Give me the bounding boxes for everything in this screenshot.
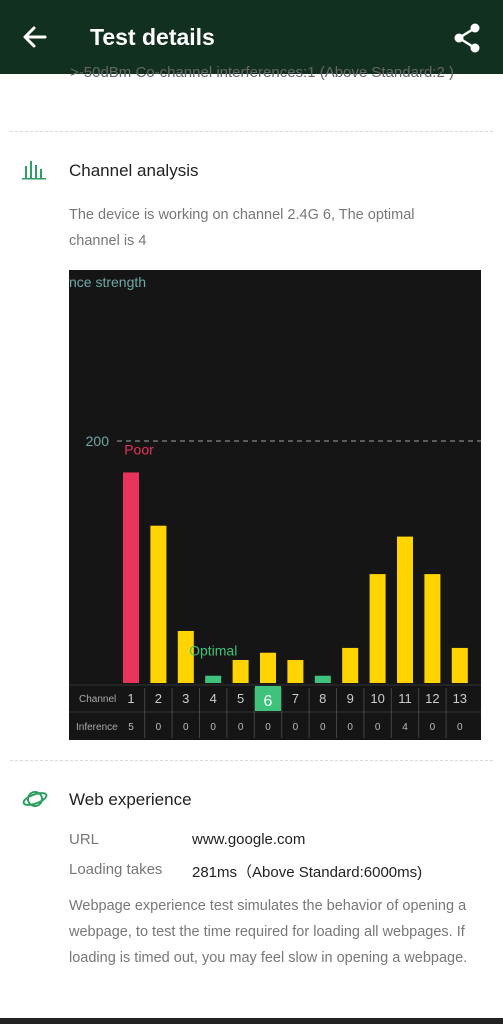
inference-value-13: 0 (457, 722, 463, 733)
channel-bar-9 (342, 647, 359, 683)
current-channel-highlight (255, 686, 281, 711)
channel-tick-3: 3 (182, 691, 189, 706)
channel-bar-5 (232, 660, 249, 683)
page-title: Test details (90, 24, 215, 50)
channel-bar-13 (451, 647, 468, 683)
planet-icon (22, 791, 48, 807)
channel-tick-12: 12 (425, 691, 439, 706)
channel-bar-11 (397, 536, 413, 683)
channel-tick-2: 2 (155, 691, 162, 706)
channel-tick-5: 5 (237, 691, 244, 706)
channel-tick-6: 6 (264, 693, 273, 710)
channel-tick-10: 10 (370, 691, 384, 706)
channel-bar-12 (424, 574, 441, 683)
channel-tick-7: 7 (292, 691, 299, 706)
channel-bar-4 (205, 675, 222, 683)
channel-bar-1 (123, 472, 139, 683)
bottom-edge (0, 1018, 503, 1024)
url-value: www.google.com (192, 831, 306, 848)
co-channel-interference-text: >-50dBm Co-channel interferences:1 (Abov… (70, 64, 454, 81)
web-experience-description: Webpage experience test simulates the be… (69, 898, 468, 966)
channel-tick-4: 4 (210, 691, 217, 706)
channel-tick-13: 13 (453, 691, 467, 706)
channel-bar-7 (287, 660, 304, 683)
inference-row-label: Inference (76, 722, 118, 733)
inference-value-2: 0 (156, 722, 162, 733)
app-bar: Test details (0, 0, 503, 74)
inference-value-1: 5 (128, 722, 134, 733)
poor-label: Poor (124, 441, 154, 457)
inference-value-12: 0 (430, 722, 436, 733)
channel-tick-1: 1 (127, 691, 134, 706)
inference-value-10: 0 (375, 722, 381, 733)
channel-bar-6 (260, 652, 276, 683)
channel-analysis-title: Channel analysis (69, 161, 199, 180)
channel-tick-11: 11 (398, 691, 412, 706)
channel-bar-10 (369, 574, 386, 683)
channel-tick-9: 9 (347, 691, 354, 706)
divider (10, 131, 493, 132)
channel-tick-8: 8 (319, 691, 326, 706)
share-icon[interactable] (452, 22, 482, 54)
inference-value-7: 0 (293, 722, 299, 733)
web-experience-title: Web experience (69, 790, 192, 809)
inference-value-3: 0 (183, 722, 189, 733)
loading-value: 281ms（Above Standard:6000ms) (192, 864, 423, 881)
inference-value-9: 0 (347, 722, 353, 733)
bar-chart-icon (22, 161, 46, 180)
divider (10, 760, 493, 761)
loading-label: Loading takes (69, 861, 163, 878)
channel-bar-2 (150, 525, 167, 683)
url-label: URL (69, 831, 100, 848)
channel-bar-8 (314, 675, 331, 683)
inference-value-4: 0 (210, 722, 216, 733)
inference-value-11: 4 (402, 722, 408, 733)
arrow-left-icon[interactable] (20, 22, 50, 52)
optimal-label: Optimal (189, 643, 237, 659)
inference-value-6: 0 (265, 722, 271, 733)
channel-chart-svg: nce strength200PoorOptimalChannelInferen… (69, 274, 481, 738)
y-axis-label: nce strength (69, 274, 146, 290)
channel-bar-3 (177, 630, 194, 683)
channel-row-label: Channel (79, 694, 116, 705)
channel-chart: nce strength 200 Poor Optimal Channel Inferen… (69, 270, 481, 740)
inference-value-8: 0 (320, 722, 326, 733)
threshold-label: 200 (86, 433, 110, 449)
channel-analysis-description: The device is working on channel 2.4G 6,… (69, 207, 415, 249)
inference-value-5: 0 (238, 722, 244, 733)
